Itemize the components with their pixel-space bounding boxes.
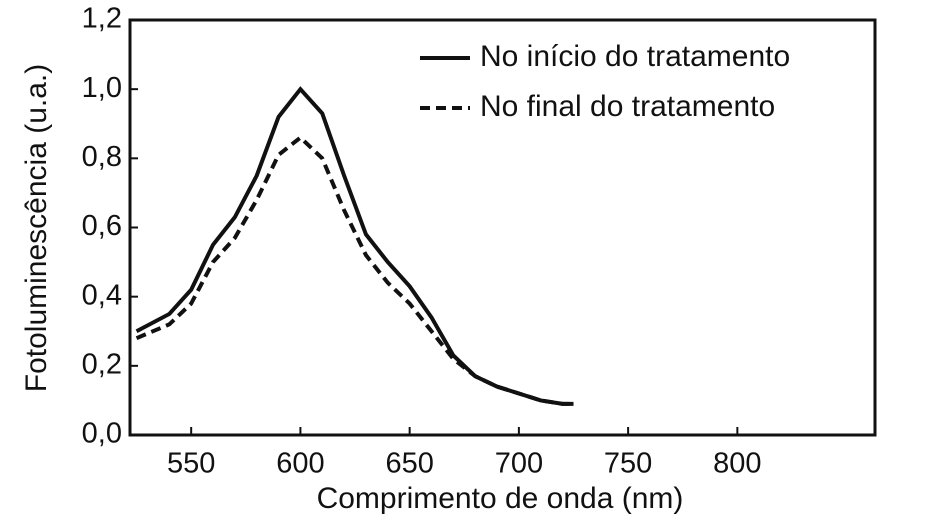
x-tick-label: 550 — [167, 448, 215, 480]
y-tick-label: 0,8 — [82, 141, 122, 173]
data-line — [135, 134, 574, 406]
y-tick-label: 1,0 — [82, 72, 122, 104]
y-tick-label: 0,0 — [82, 418, 122, 450]
y-tick-label: 0,2 — [82, 348, 122, 380]
y-axis-label: Fotoluminescência (u.a.) — [20, 64, 53, 392]
x-tick-label: 600 — [276, 448, 324, 480]
x-tick-label: 650 — [385, 448, 433, 480]
data-line — [135, 86, 574, 406]
y-tick-label: 0,6 — [82, 210, 122, 242]
y-tick-label: 0,4 — [82, 279, 122, 311]
x-tick-label: 750 — [604, 448, 652, 480]
legend-label: No final do tratamento — [480, 90, 775, 123]
legend-label: No início do tratamento — [480, 40, 790, 73]
x-tick-label: 700 — [495, 448, 543, 480]
x-axis-label: Comprimento de onda (nm) — [317, 482, 684, 515]
y-tick-label: 1,2 — [82, 3, 122, 35]
plot-frame — [128, 18, 877, 437]
x-tick-label: 800 — [713, 448, 761, 480]
